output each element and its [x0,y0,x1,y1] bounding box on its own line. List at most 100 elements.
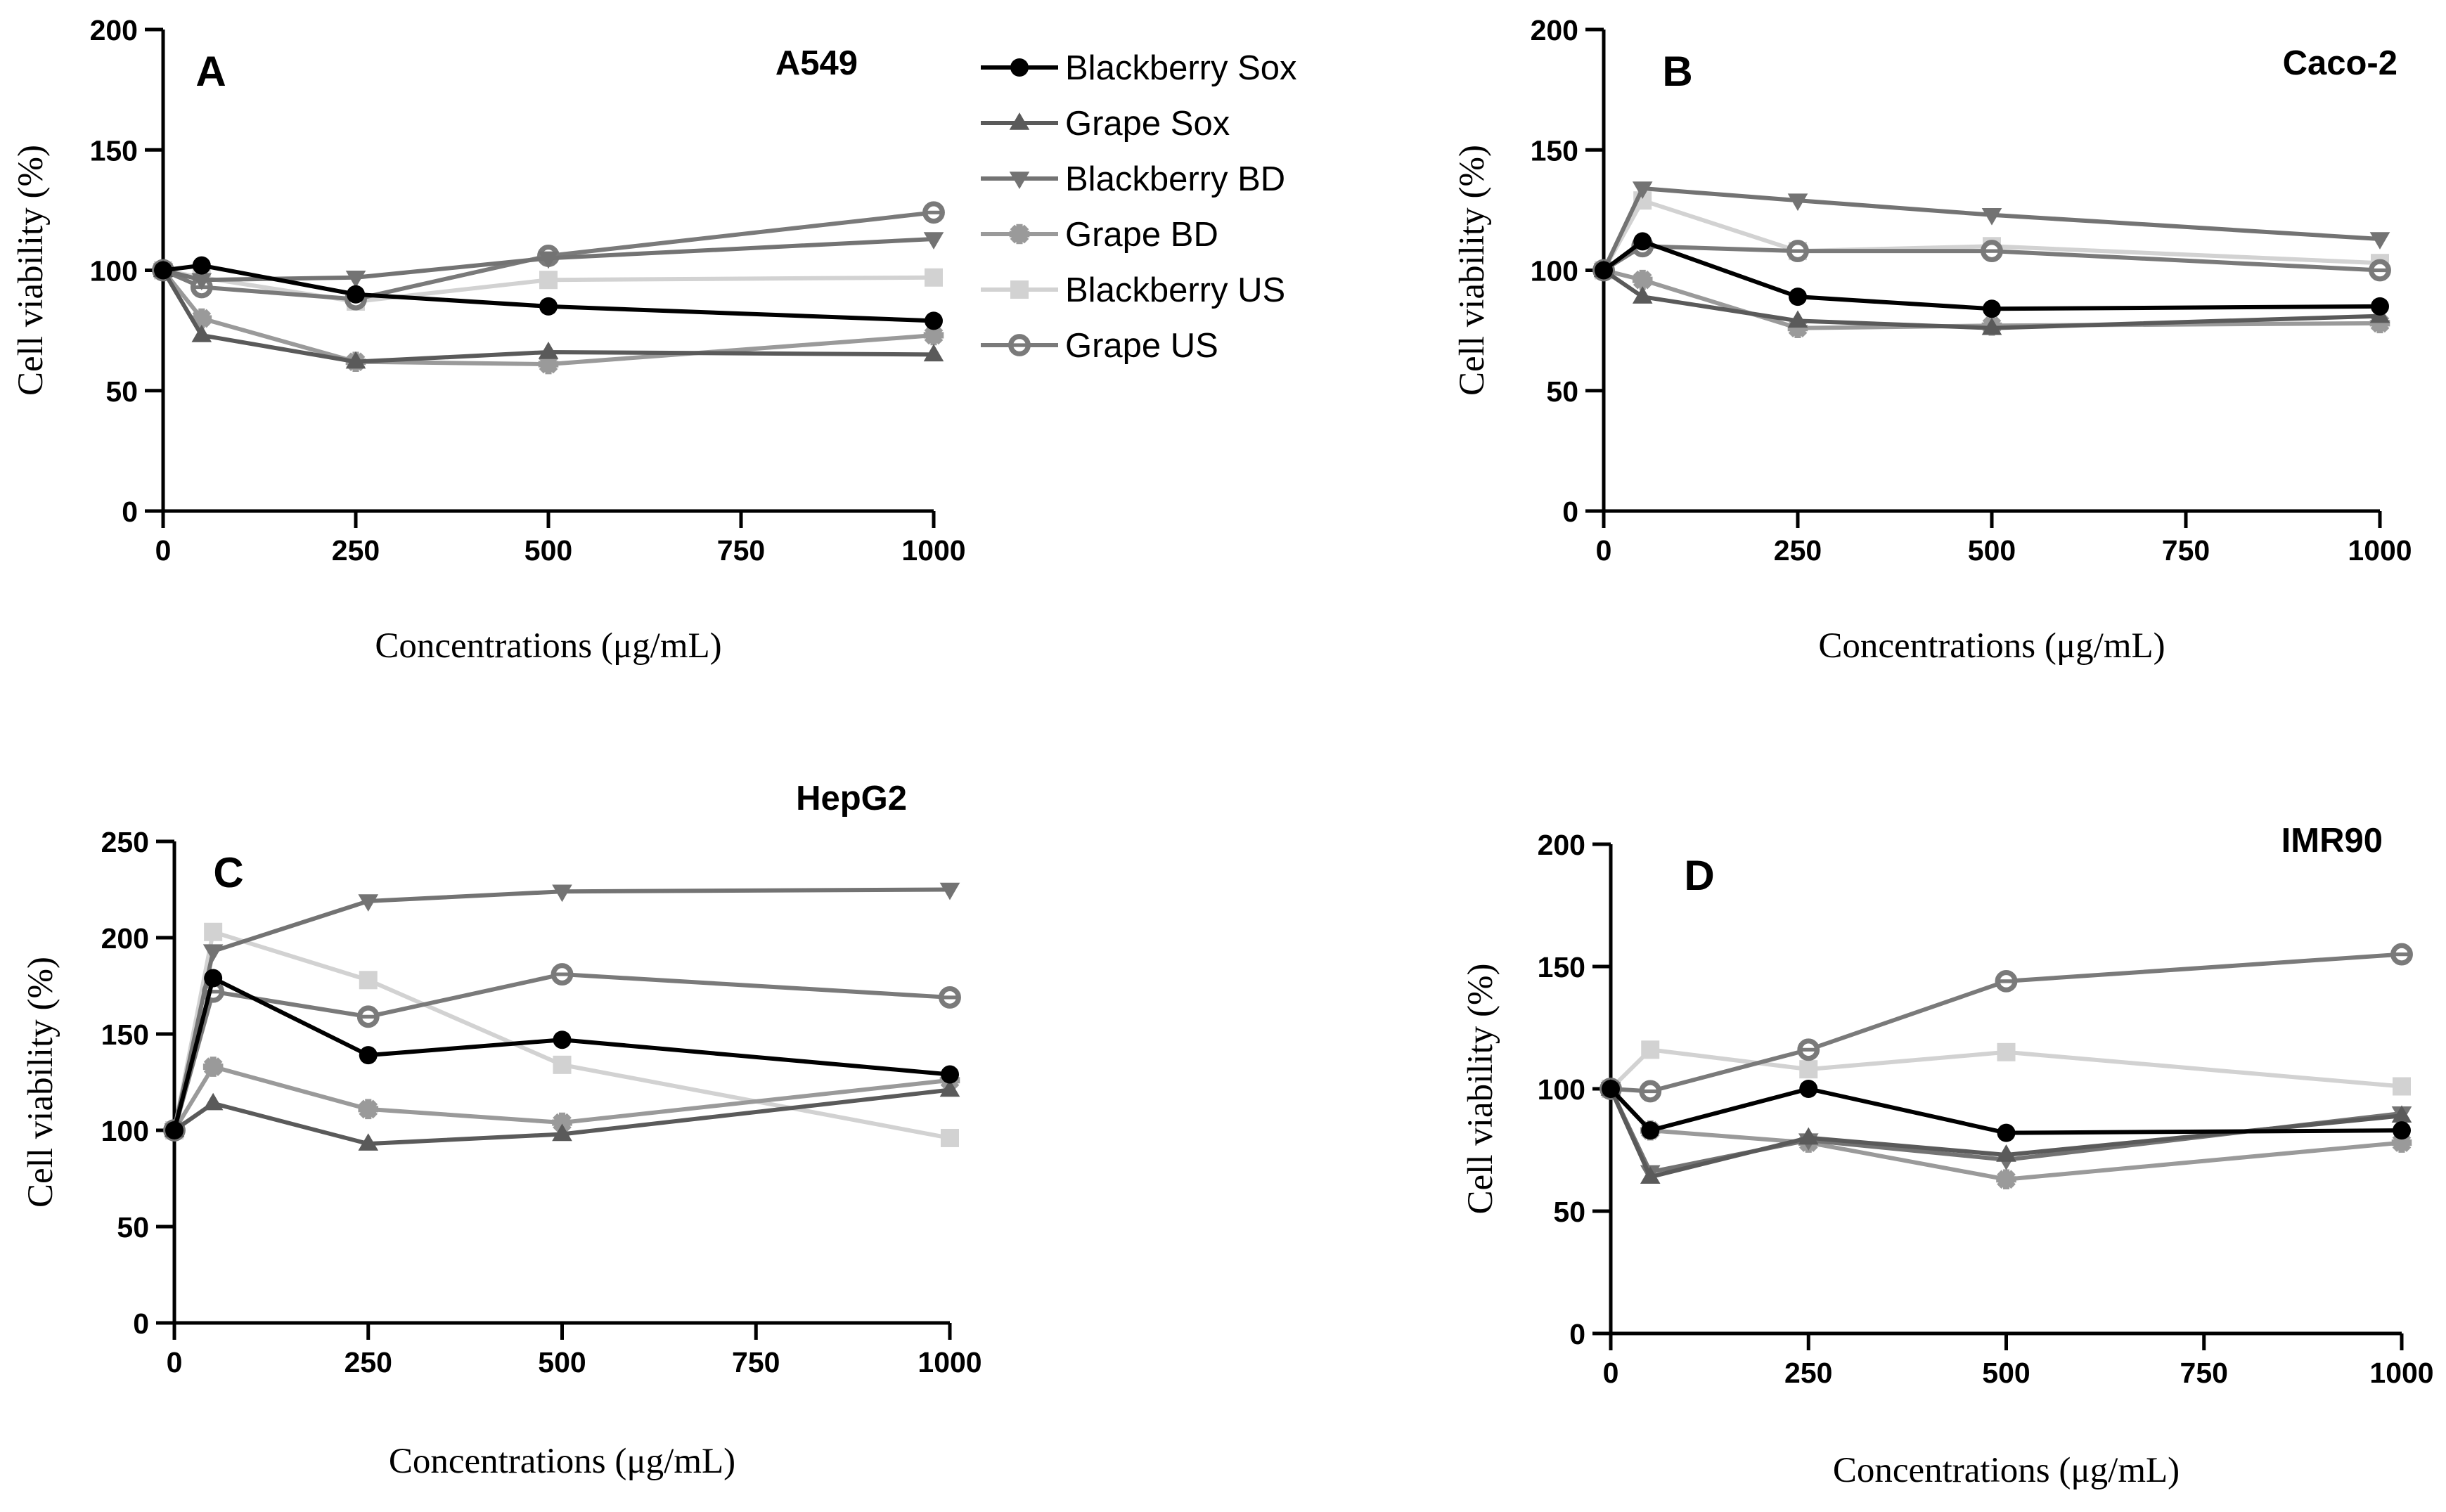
data-point [1996,1144,2016,1162]
legend-item: Grape BD [981,216,1218,254]
data-point [191,273,212,291]
legend-item: Grape US [981,327,1218,365]
data-point [925,268,943,287]
data-point [923,232,944,250]
y-tick-label: 100 [1531,255,1578,287]
data-point [359,971,378,990]
data-point [1995,969,2018,993]
legend-label: Blackberry US [1065,271,1285,309]
series-blackberry-sox [1595,232,2389,318]
data-point [1997,1123,2016,1142]
data-point [202,1092,224,1111]
series-blackberry-us [1602,1040,2411,1098]
data-point [941,1128,959,1147]
data-point [192,256,211,275]
legend-label: Grape US [1065,327,1218,365]
y-tick-label: 50 [1546,375,1578,408]
data-point [347,285,365,304]
data-point [1640,1166,1661,1184]
data-point [1787,193,1808,212]
y-tick-label: 200 [1531,14,1578,46]
legend-label: Grape Sox [1065,105,1230,143]
x-tick-label: 0 [167,1346,183,1378]
y-tick-label: 100 [90,255,138,287]
data-point [939,986,961,1009]
panel-title: Caco-2 [2283,44,2397,82]
data-point [1799,1060,1818,1079]
x-tick-label: 250 [345,1346,392,1378]
x-tick-label: 750 [2180,1357,2228,1389]
marker-stroke [924,325,944,345]
x-tick-label: 250 [332,534,380,567]
data-point [1981,317,2002,335]
data-point [538,251,559,269]
data-point [2393,1121,2411,1140]
data-point [539,297,558,316]
data-point [1633,232,1652,251]
y-tick-label: 100 [1538,1073,1585,1106]
y-tick-label: 150 [1538,951,1585,983]
data-point [1641,1040,1660,1059]
data-point [356,1005,380,1028]
chart-panel-a: 0 50 100 150 200 0 250 500 750 1000 Cell viability… [11,14,966,666]
data-point [2371,297,2389,316]
legend-label: Grape BD [1065,216,1218,254]
data-point [1798,1127,1819,1145]
data-point [925,311,943,330]
data-point [358,894,379,912]
marker-stroke [203,1057,223,1076]
legend: Blackberry Sox Grape Sox Blackberry BD Grap… [981,49,1297,365]
series-blackberry-sox [165,969,959,1139]
legend-item: Grape Sox [981,105,1230,143]
data-point [358,1099,379,1120]
chart-panel-b: 0 50 100 150 200 0 250 500 750 1000 Cell viability… [1453,14,2412,666]
data-point [154,261,172,280]
marker-stroke [1997,1170,2016,1189]
data-point [1787,240,1809,263]
data-point [1632,181,1653,199]
y-tick-label: 200 [90,14,138,46]
y-tick-label: 50 [117,1211,149,1243]
y-axis-title: Cell viability (%) [1461,964,1500,1215]
x-tick-label: 1000 [2348,534,2412,567]
legend-item: Blackberry Sox [981,49,1297,87]
x-tick-label: 1000 [901,534,965,567]
y-axis-title: Cell viability (%) [11,145,51,396]
series-line [172,976,951,1131]
x-tick-label: 500 [538,1346,586,1378]
marker-stroke [359,1099,378,1119]
legend-marker [1008,334,1031,356]
data-point [202,944,224,962]
marker-stroke [1010,224,1029,244]
data-point [1981,240,2003,263]
x-tick-label: 500 [1968,534,2016,567]
legend-marker [1010,280,1029,299]
panel-letter: D [1684,852,1714,899]
data-point [2369,232,2390,250]
data-point [1632,269,1653,290]
data-point [552,1123,572,1142]
data-point [1789,287,1807,306]
data-point [204,922,223,941]
marker-stroke [539,354,558,374]
panel-title: HepG2 [796,780,907,818]
series-line [172,972,951,1131]
x-tick-label: 750 [2162,534,2210,567]
panel-title: A549 [775,44,858,82]
y-axis-title: Cell viability (%) [21,957,60,1208]
data-point [552,884,572,903]
data-point [1981,207,2002,226]
data-point [2390,943,2413,966]
series-grape-us [163,963,961,1142]
y-tick-label: 50 [105,375,138,408]
x-tick-label: 1000 [2369,1357,2433,1389]
x-axis-title: Concentrations (μg/mL) [375,626,721,666]
y-tick-label: 150 [101,1019,149,1051]
data-point [1639,1080,1662,1103]
panel-letter: B [1662,48,1692,95]
chart-panel-c: 0 50 100 150 200 250 0 250 500 750 1000 Cell viabil… [21,780,982,1481]
panel-title: IMR90 [2281,822,2383,860]
panel-letter: C [213,849,243,896]
data-point [2393,1077,2411,1096]
